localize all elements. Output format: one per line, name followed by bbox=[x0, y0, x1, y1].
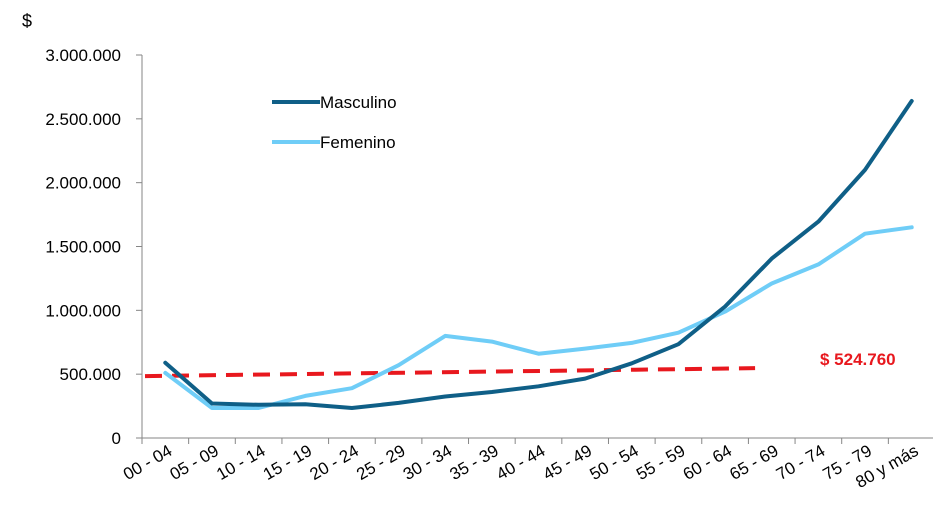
reference-line bbox=[144, 366, 756, 379]
y-tick-label: 2.500.000 bbox=[45, 110, 121, 129]
series-line-masculino bbox=[163, 99, 914, 410]
y-tick-label: 1.000.000 bbox=[45, 301, 121, 320]
x-tick-label: 50 - 54 bbox=[586, 441, 641, 484]
x-tick-label: 65 - 69 bbox=[726, 441, 781, 484]
y-tick-label: 1.500.000 bbox=[45, 238, 121, 257]
y-axis: 0 500.000 1.000.000 1.500.000 2.000.000 2.500… bbox=[45, 46, 143, 448]
x-tick-label: 10 - 14 bbox=[213, 441, 268, 484]
y-tick-label: 0 bbox=[112, 429, 121, 448]
x-tick-label: 15 - 19 bbox=[260, 441, 315, 484]
x-tick-label: 05 - 09 bbox=[167, 441, 222, 484]
y-tick-label: 500.000 bbox=[60, 365, 121, 384]
x-tick-label: 30 - 34 bbox=[400, 441, 455, 484]
reference-line-group: $ 524.760 bbox=[144, 350, 896, 379]
x-tick-label: 40 - 44 bbox=[493, 441, 548, 484]
x-tick-label: 35 - 39 bbox=[447, 441, 502, 484]
series-line-femenino bbox=[163, 225, 914, 410]
legend-label-femenino: Femenino bbox=[320, 133, 396, 152]
x-tick-label: 25 - 29 bbox=[353, 441, 408, 484]
x-tick-label: 45 - 49 bbox=[540, 441, 595, 484]
legend: Masculino Femenino bbox=[272, 93, 397, 152]
series-group bbox=[163, 99, 914, 410]
x-tick-label: 00 - 04 bbox=[120, 441, 175, 484]
y-tick-label: 2.000.000 bbox=[45, 174, 121, 193]
legend-label-masculino: Masculino bbox=[320, 93, 397, 112]
x-tick-label: 60 - 64 bbox=[680, 441, 735, 484]
x-tick-label: 55 - 59 bbox=[633, 441, 688, 484]
y-tick-label: 3.000.000 bbox=[45, 46, 121, 65]
y-axis-unit-label: $ bbox=[22, 11, 32, 31]
x-tick-label: 70 - 74 bbox=[773, 441, 828, 484]
x-tick-label: 20 - 24 bbox=[307, 441, 362, 484]
reference-line-label: $ 524.760 bbox=[820, 350, 896, 369]
